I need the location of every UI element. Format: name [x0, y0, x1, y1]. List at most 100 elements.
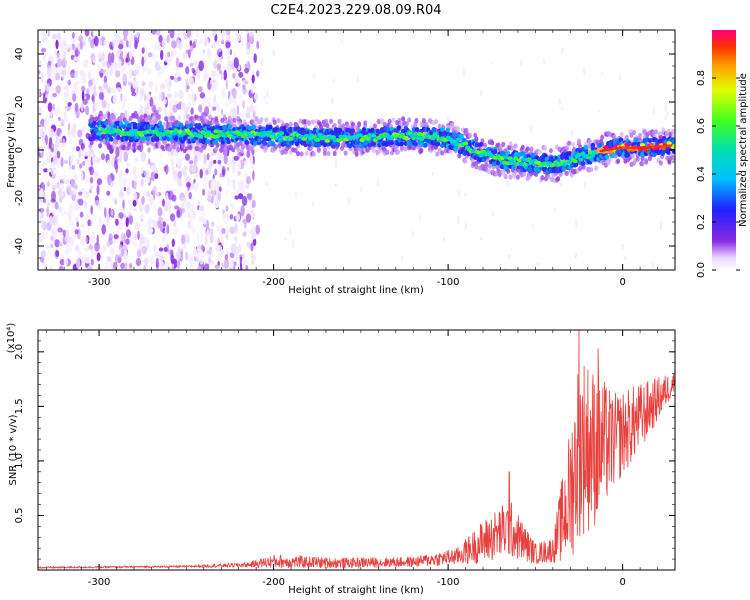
noise-cell	[72, 32, 75, 39]
noise-cell	[144, 257, 149, 267]
noise-cell	[177, 177, 183, 186]
noise-cell	[132, 180, 137, 190]
noise-cell	[111, 38, 116, 48]
noise-cell	[162, 221, 166, 228]
noise-cell	[118, 43, 124, 50]
ridge-halo-cell	[404, 121, 409, 127]
noise-cell	[176, 30, 181, 38]
noise-cell	[141, 81, 146, 87]
noise-cell	[194, 39, 197, 45]
noise-cell	[216, 63, 221, 71]
noise-cell	[126, 229, 131, 239]
ridge-body-cell	[226, 139, 231, 145]
noise-cell	[197, 200, 201, 207]
noise-cell	[214, 168, 218, 176]
ridge-body-cell	[213, 139, 219, 145]
ridge-halo-cell	[371, 147, 376, 153]
ridge-halo-cell	[188, 145, 193, 151]
ridge-body-cell	[505, 150, 510, 156]
noise-cell	[151, 52, 158, 61]
noise-cell	[125, 238, 130, 245]
noise-cell	[186, 30, 191, 38]
noise-cell	[42, 140, 47, 150]
noise-cell	[157, 44, 162, 52]
noise-cell	[80, 101, 84, 112]
noise-cell	[128, 68, 134, 79]
noise-cell	[197, 248, 202, 254]
noise-cell	[62, 59, 66, 66]
noise-cell	[87, 153, 93, 158]
ridge-halo-cell	[303, 123, 308, 130]
noise-cell	[226, 186, 229, 196]
ridge-core-cell	[131, 132, 137, 137]
noise-cell	[199, 258, 204, 265]
noise-cell	[215, 73, 222, 78]
ridge-core-cell	[259, 133, 265, 138]
noise-cell	[158, 247, 164, 252]
ridge-halo-cell	[414, 118, 419, 124]
noise-cell	[125, 40, 129, 48]
ridge-body-cell	[625, 152, 631, 158]
ridge-body-cell	[141, 136, 146, 142]
noise-cell	[155, 30, 161, 36]
ridge-body-cell	[116, 135, 121, 141]
snr-y-label: SNR (10 * v/v)	[8, 414, 19, 485]
ridge-halo-cell	[208, 114, 213, 120]
noise-cell	[81, 150, 84, 157]
noise-cell	[46, 152, 52, 158]
noise-cell	[147, 217, 153, 226]
noise-cell	[110, 257, 113, 268]
noise-cell	[74, 184, 79, 190]
noise-cell	[207, 48, 212, 59]
noise-cell	[185, 66, 190, 75]
noise-cell	[159, 223, 164, 232]
ridge-halo-cell	[672, 156, 675, 162]
ridge-core-cell	[248, 134, 254, 139]
noise-cell	[147, 147, 151, 153]
noise-cell	[104, 259, 110, 268]
noise-cell	[240, 38, 245, 48]
noise-cell	[47, 168, 52, 173]
ridge-body-cell	[205, 139, 210, 145]
ridge-halo-cell	[558, 171, 563, 177]
noise-cell	[66, 242, 70, 248]
noise-cell	[199, 168, 203, 179]
noise-cell	[570, 129, 574, 138]
noise-cell	[120, 262, 126, 269]
ridge-halo-cell	[588, 139, 592, 145]
noise-cell	[195, 252, 200, 258]
noise-cell	[106, 212, 110, 223]
ridge-halo-cell	[316, 146, 321, 152]
noise-cell	[231, 107, 236, 116]
noise-cell	[50, 164, 55, 176]
noise-cell	[101, 153, 105, 161]
ridge-halo-cell	[254, 116, 259, 122]
noise-cell	[195, 69, 201, 77]
ridge-body-cell	[454, 146, 459, 152]
ridge-halo-cell	[337, 118, 342, 125]
ridge-core-cell	[288, 136, 294, 141]
noise-cell	[190, 225, 196, 232]
noise-cell	[79, 163, 83, 169]
ridge-body-cell	[370, 127, 375, 133]
colorbar-tick-label: 0.2	[696, 214, 707, 230]
noise-cell	[171, 238, 175, 247]
noise-cell	[81, 90, 85, 102]
noise-cell	[265, 180, 268, 187]
x-tick-label: 0	[619, 577, 625, 588]
noise-cell	[180, 102, 187, 111]
noise-cell	[217, 57, 222, 65]
noise-cell	[61, 175, 68, 183]
noise-cell	[133, 69, 139, 75]
noise-cell	[242, 231, 247, 237]
noise-cell	[154, 82, 159, 94]
noise-cell	[103, 81, 108, 90]
noise-cell	[74, 232, 78, 239]
ridge-halo-cell	[391, 117, 396, 123]
noise-cell	[121, 93, 127, 104]
noise-cell	[242, 160, 248, 165]
ridge-halo-cell	[111, 114, 116, 120]
noise-cell	[75, 257, 81, 269]
noise-cell	[138, 243, 143, 252]
noise-cell	[81, 85, 86, 92]
